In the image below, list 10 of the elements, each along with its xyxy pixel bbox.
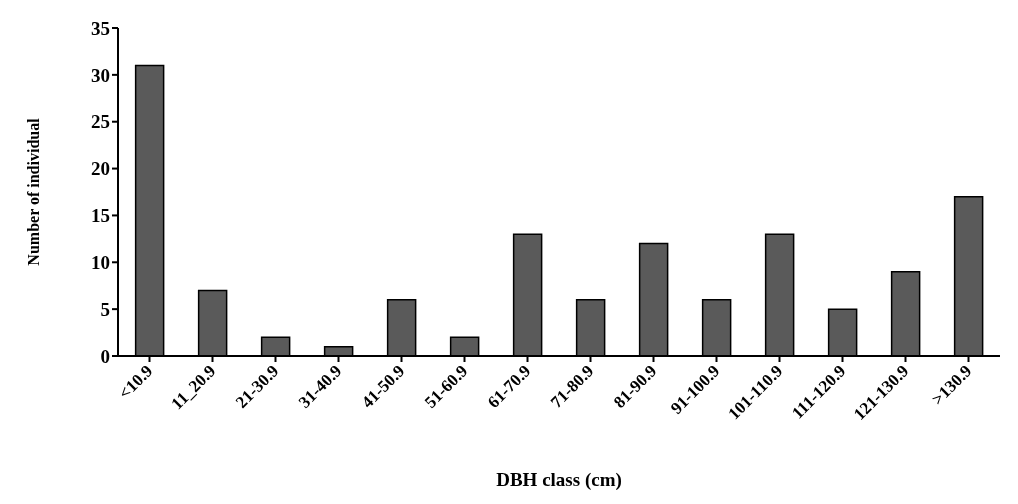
y-tick-label: 15 xyxy=(91,205,110,227)
y-tick-label: 35 xyxy=(91,17,110,39)
y-tick-label: 25 xyxy=(91,111,110,133)
y-axis-title: Number of individual xyxy=(24,117,42,266)
x-axis-title: DBH class (cm) xyxy=(496,469,622,491)
y-tick-label: 10 xyxy=(91,252,110,274)
y-tick-label: 30 xyxy=(91,64,110,86)
y-tick-label: 20 xyxy=(91,158,110,180)
y-tick-label: 5 xyxy=(100,298,110,320)
y-tick-label: 0 xyxy=(100,345,110,367)
